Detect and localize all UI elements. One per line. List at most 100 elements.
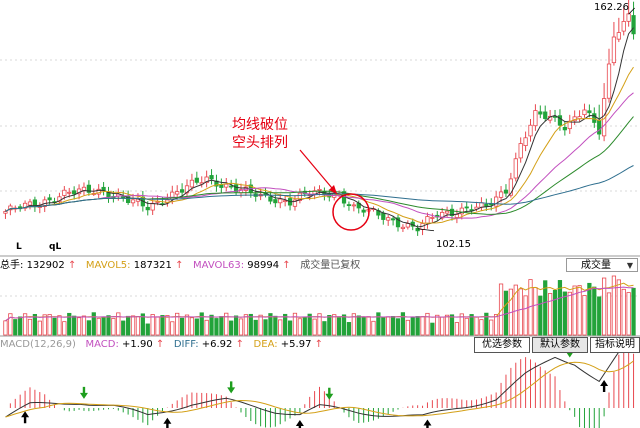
low-marker-line bbox=[417, 228, 435, 232]
volume-bar-15 bbox=[76, 317, 82, 336]
indicator-help-button[interactable]: 指标说明 bbox=[590, 337, 640, 353]
volume-bar-55 bbox=[273, 315, 278, 336]
mavol63-label: MAVOL63: bbox=[193, 260, 245, 271]
volume-bar-94 bbox=[464, 317, 469, 336]
volume-bar-20 bbox=[101, 317, 106, 336]
volume-bar-37 bbox=[184, 314, 190, 336]
candle-body-1 bbox=[8, 205, 13, 211]
volume-bar-45 bbox=[224, 312, 229, 336]
macd-arrow: ↑ bbox=[155, 339, 165, 350]
volume-bar-111 bbox=[548, 293, 553, 336]
candle-110 bbox=[543, 105, 548, 122]
volume-bar-31 bbox=[155, 316, 160, 336]
volume-bar-19 bbox=[96, 317, 101, 336]
candle-64 bbox=[317, 185, 322, 196]
volume-bar-69 bbox=[341, 314, 347, 336]
candle-71 bbox=[351, 201, 356, 212]
candle-82 bbox=[405, 220, 410, 230]
candle-81 bbox=[400, 224, 406, 232]
candle-body-71 bbox=[351, 204, 356, 207]
volume-bar-44 bbox=[219, 316, 224, 336]
candle-body-101 bbox=[498, 191, 504, 198]
annotation-line-2: 空头排列 bbox=[232, 135, 288, 151]
candle-94 bbox=[464, 201, 469, 213]
indicator-select[interactable]: 成交量 ▼ bbox=[566, 258, 638, 272]
candle-120 bbox=[592, 107, 597, 128]
buy-arrow-2 bbox=[295, 420, 304, 428]
volume-bar-42 bbox=[209, 314, 214, 336]
candle-52 bbox=[258, 188, 263, 201]
candle-41 bbox=[204, 170, 209, 188]
volume-bar-40 bbox=[199, 312, 204, 336]
volume-bar-6 bbox=[32, 313, 38, 336]
candle-14 bbox=[72, 186, 77, 200]
default-params-button[interactable]: 默认参数 bbox=[532, 337, 588, 353]
candle-body-29 bbox=[145, 206, 150, 211]
candle-body-92 bbox=[454, 214, 460, 218]
candle-56 bbox=[278, 193, 283, 209]
candle-body-70 bbox=[346, 204, 352, 207]
macd-label: MACD: bbox=[85, 339, 119, 350]
volume-bar-121 bbox=[597, 296, 602, 336]
candle-body-19 bbox=[96, 188, 101, 195]
sell-arrow-2 bbox=[325, 387, 334, 400]
candle-57 bbox=[283, 195, 288, 207]
volume-bar-113 bbox=[557, 280, 563, 336]
candle-body-109 bbox=[538, 111, 543, 115]
candle-body-105 bbox=[518, 143, 523, 159]
candle-body-5 bbox=[27, 201, 33, 206]
annotation bbox=[299, 149, 370, 231]
sell-arrow-1 bbox=[227, 381, 236, 394]
ma30-line bbox=[5, 116, 634, 215]
candle-body-86 bbox=[425, 216, 430, 224]
ma5-line bbox=[5, 27, 634, 228]
mavol5-arrow: ↑ bbox=[175, 260, 184, 271]
buy-arrow-4 bbox=[600, 379, 609, 392]
volume-bar-85 bbox=[420, 316, 425, 336]
candle-body-17 bbox=[86, 184, 91, 193]
candle-body-121 bbox=[597, 119, 602, 135]
candle-body-4 bbox=[22, 202, 28, 209]
volume-bar-122 bbox=[601, 277, 607, 336]
sell-arrow-0 bbox=[79, 386, 88, 399]
volume-bar-35 bbox=[175, 312, 180, 336]
candle-104 bbox=[513, 152, 518, 182]
macd-name: MACD(12,26,9) bbox=[0, 339, 76, 350]
candle-37 bbox=[184, 179, 190, 198]
volume-bar-73 bbox=[361, 316, 366, 336]
corner-mark-l: L bbox=[16, 242, 22, 252]
candle-body-127 bbox=[626, 13, 631, 22]
candle-102 bbox=[503, 184, 509, 198]
total-value: 132902 bbox=[26, 260, 65, 271]
candle-97 bbox=[479, 197, 484, 211]
volume-bar-26 bbox=[130, 315, 136, 336]
candle-body-87 bbox=[430, 217, 435, 219]
candle-39 bbox=[194, 171, 199, 185]
candle-body-84 bbox=[415, 227, 420, 232]
volume-legend: 总手: 132902 ↑ MAVOL5: 187321 ↑ MAVOL63: 9… bbox=[0, 260, 360, 272]
volume-bar-72 bbox=[356, 315, 361, 336]
candle-body-46 bbox=[229, 185, 234, 188]
candle-101 bbox=[498, 186, 504, 203]
volume-bar-7 bbox=[37, 320, 42, 336]
candle-body-45 bbox=[224, 183, 229, 188]
price-high-label: 162.26 bbox=[594, 2, 629, 13]
volume-bar-83 bbox=[410, 316, 415, 336]
mavol63-arrow: ↑ bbox=[282, 260, 291, 271]
candle-body-81 bbox=[400, 226, 406, 229]
volume-bar-41 bbox=[204, 319, 209, 336]
candle-body-78 bbox=[386, 217, 391, 221]
candle-body-80 bbox=[395, 217, 401, 228]
candle-42 bbox=[209, 169, 214, 185]
candle-body-41 bbox=[204, 176, 209, 184]
candle-79 bbox=[390, 215, 396, 226]
ma10-line bbox=[5, 66, 634, 224]
volume-bar-76 bbox=[376, 312, 381, 336]
volume-bar-14 bbox=[72, 315, 77, 336]
optimized-params-button[interactable]: 优选参数 bbox=[474, 337, 530, 353]
volume-bar-18 bbox=[91, 312, 96, 336]
volume-bar-115 bbox=[567, 291, 572, 336]
candle-7 bbox=[37, 202, 42, 214]
volume-bar-58 bbox=[287, 320, 293, 336]
